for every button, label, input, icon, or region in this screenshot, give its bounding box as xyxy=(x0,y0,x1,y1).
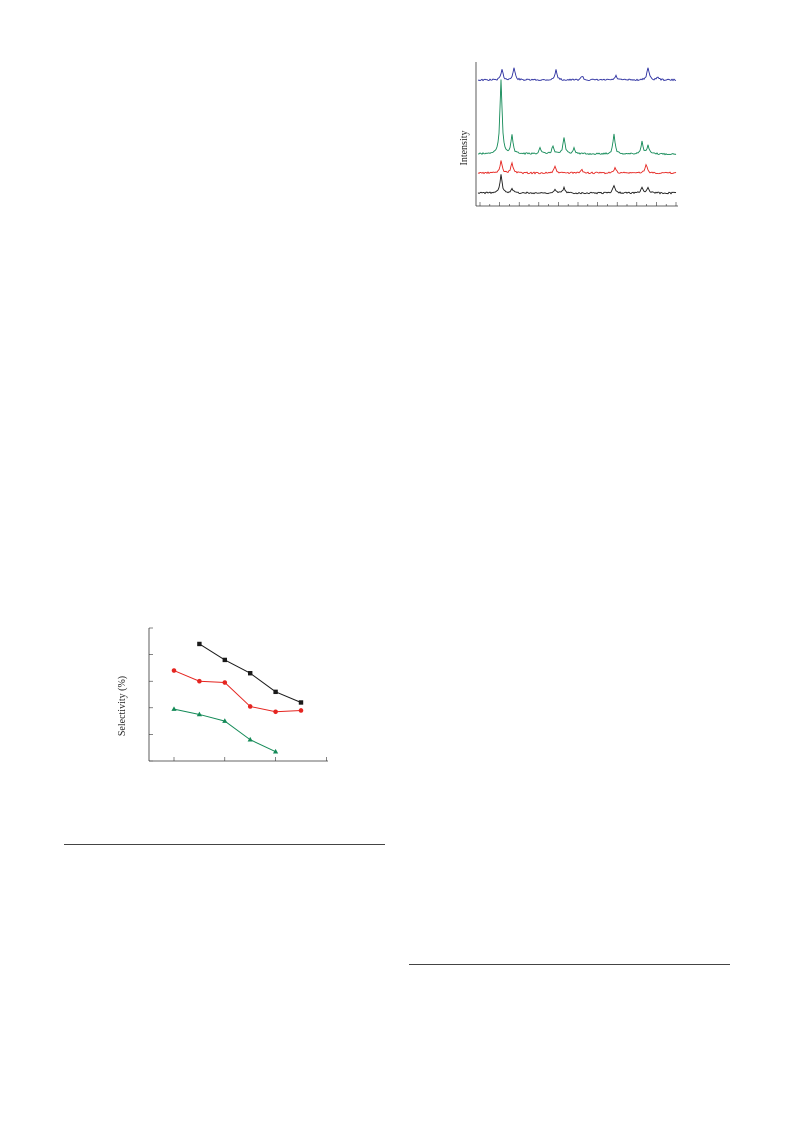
sel-data-point-2 xyxy=(247,704,253,709)
sel-data-point-2 xyxy=(222,680,228,685)
xrd-series-line-3 xyxy=(477,160,677,175)
selectivity-chart: Selectivity (%) xyxy=(117,627,328,762)
sel-data-point-3 xyxy=(247,736,253,742)
sel-data-point-3 xyxy=(222,718,228,723)
xrd-y-axis-title: Intensity xyxy=(459,131,470,166)
xrd-series-line-2 xyxy=(477,79,677,156)
sel-y-axis-title: Selectivity (%) xyxy=(117,676,128,736)
footnote-rule-left xyxy=(64,844,385,845)
sel-data-point-2 xyxy=(298,708,304,713)
xrd-series-line-1 xyxy=(477,67,677,82)
selectivity-figure: Selectivity (%) xyxy=(112,620,337,770)
sel-data-point-3 xyxy=(273,748,279,754)
sel-data-point-3 xyxy=(171,706,177,711)
xrd-chart: Intensity xyxy=(459,62,678,207)
sel-data-point-2 xyxy=(197,678,202,684)
sel-data-point-2 xyxy=(273,709,278,715)
sel-series-line-2 xyxy=(173,670,302,713)
sel-data-point-1 xyxy=(298,700,304,705)
footnote-rule-right xyxy=(409,964,730,965)
sel-data-point-1 xyxy=(197,641,202,647)
sel-data-point-1 xyxy=(273,689,278,695)
sel-series-line-3 xyxy=(173,708,276,753)
xrd-figure: Intensity xyxy=(450,56,690,216)
sel-data-point-1 xyxy=(248,671,253,676)
sel-data-point-3 xyxy=(196,711,202,717)
sel-data-point-1 xyxy=(222,657,227,663)
sel-data-point-2 xyxy=(171,668,177,673)
xrd-series-line-4 xyxy=(477,174,677,195)
